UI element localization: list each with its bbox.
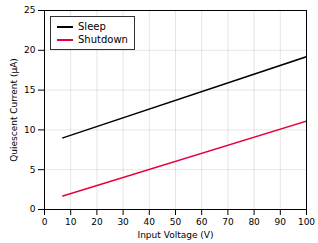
svg-text:80: 80 — [248, 217, 260, 227]
svg-text:0: 0 — [42, 217, 48, 227]
svg-text:0: 0 — [30, 204, 36, 214]
svg-text:Quiescent Current (μA): Quiescent Current (μA) — [9, 58, 19, 162]
svg-text:25: 25 — [24, 5, 35, 15]
svg-text:50: 50 — [170, 217, 182, 227]
svg-text:10: 10 — [24, 125, 36, 135]
svg-text:40: 40 — [144, 217, 156, 227]
svg-text:15: 15 — [24, 85, 35, 95]
html-text:Sleep: Sleep — [78, 21, 106, 32]
svg-text:Input Voltage (V): Input Voltage (V) — [138, 230, 214, 240]
svg-text:60: 60 — [196, 217, 208, 227]
svg-text:90: 90 — [275, 217, 287, 227]
svg-text:30: 30 — [117, 217, 129, 227]
html-text:Shutdown: Shutdown — [78, 34, 128, 45]
svg-text:70: 70 — [222, 217, 234, 227]
svg-text:5: 5 — [30, 165, 36, 175]
svg-text:20: 20 — [24, 45, 36, 55]
svg-text:20: 20 — [91, 217, 103, 227]
svg-text:100: 100 — [298, 217, 315, 227]
svg-text:10: 10 — [65, 217, 77, 227]
